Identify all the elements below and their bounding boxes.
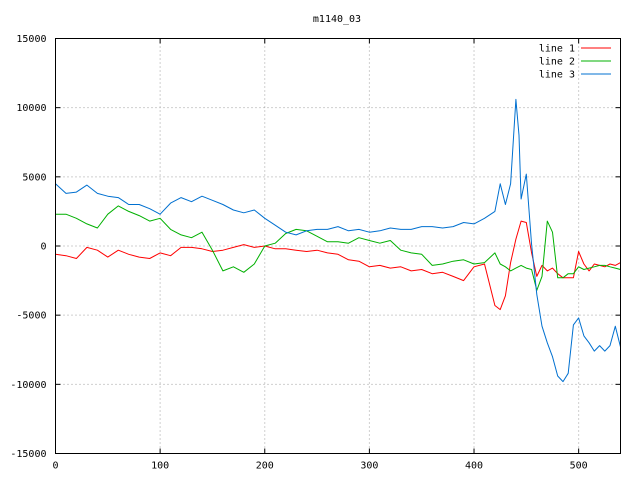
- x-tick-label: 100: [151, 461, 169, 472]
- x-tick-label: 500: [570, 461, 588, 472]
- series-line-3: [55, 98, 621, 383]
- plot-frame: [55, 38, 621, 454]
- grid-layer: [55, 38, 621, 454]
- x-tick-label: 400: [465, 461, 483, 472]
- chart-title: m1140_03: [313, 14, 361, 25]
- x-tick-label: 0: [52, 461, 58, 472]
- series-layer: [55, 98, 621, 383]
- y-tick-label: -5000: [16, 311, 46, 322]
- series-line-1: [55, 220, 621, 311]
- y-tick-label: 5000: [22, 172, 46, 183]
- series-line-2: [55, 205, 621, 291]
- axis-layer: 0 100 200 300 400 500 -15000 -10000 -5000 0 5000 10…: [10, 34, 621, 472]
- y-tick-label: -15000: [10, 449, 46, 460]
- y-tick-label: -10000: [10, 380, 46, 391]
- legend: line 1 line 2 line 3: [539, 44, 611, 81]
- x-tick-label: 300: [360, 461, 378, 472]
- legend-label: line 1: [539, 44, 575, 55]
- x-tick-label: 200: [256, 461, 274, 472]
- y-tick-label: 0: [40, 242, 46, 253]
- y-tick-label: 10000: [16, 103, 46, 114]
- y-tick-label: 15000: [16, 34, 46, 45]
- legend-label: line 2: [539, 57, 575, 68]
- legend-label: line 3: [539, 70, 575, 81]
